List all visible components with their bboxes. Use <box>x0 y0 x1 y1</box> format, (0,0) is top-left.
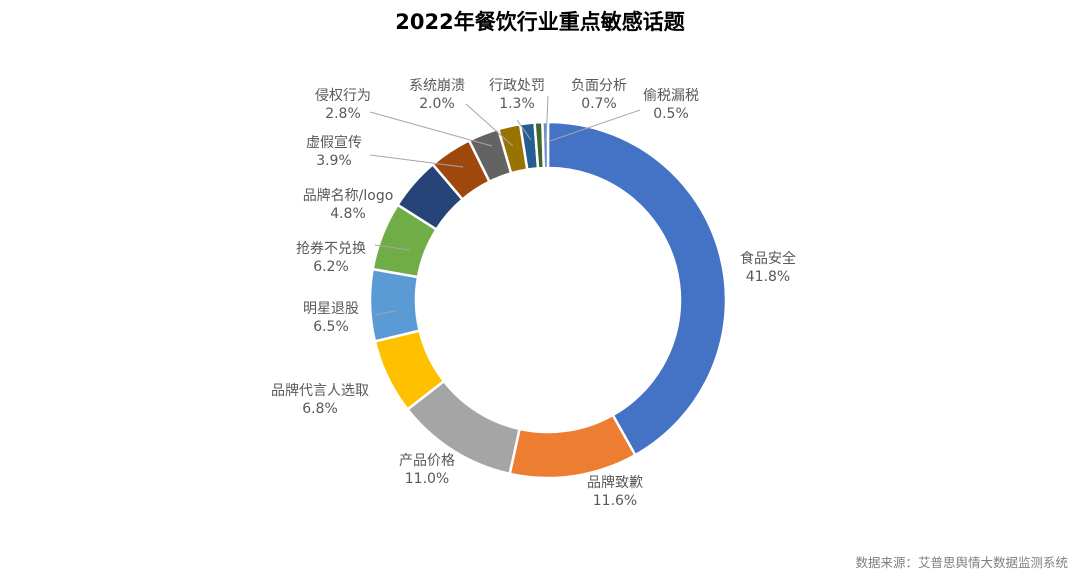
data-label: 侵权行为 2.8% <box>315 87 371 123</box>
data-label-name: 抢券不兑换 <box>296 241 366 257</box>
data-label-name: 行政处罚 <box>489 78 545 94</box>
data-label-name: 品牌代言人选取 <box>271 383 369 399</box>
data-label: 品牌代言人选取 6.8% <box>271 382 369 418</box>
data-label-value: 4.8% <box>330 206 366 222</box>
data-label-value: 6.5% <box>313 319 349 335</box>
data-label: 食品安全 41.8% <box>740 250 796 286</box>
data-label-value: 0.7% <box>581 96 617 112</box>
donut-slice-0 <box>546 120 728 457</box>
data-label-name: 虚假宣传 <box>306 135 362 151</box>
leader-line <box>369 111 493 147</box>
data-source: 数据来源：艾普思舆情大数据监测系统 <box>855 555 1068 570</box>
chart-title: 2022年餐饮行业重点敏感话题 <box>395 10 685 34</box>
data-label: 产品价格 11.0% <box>399 452 455 488</box>
data-label-value: 2.0% <box>419 96 455 112</box>
data-label: 抢券不兑换 6.2% <box>296 240 366 276</box>
leader-line <box>465 103 514 147</box>
data-label-value: 6.8% <box>302 401 338 417</box>
leader-line <box>545 95 549 143</box>
data-label-name: 明星退股 <box>303 301 359 317</box>
data-label: 明星退股 6.5% <box>303 300 359 336</box>
donut-slice-12 <box>541 120 550 170</box>
data-label-name: 偷税漏税 <box>643 88 699 104</box>
data-label-name: 产品价格 <box>399 453 455 469</box>
leader-lines <box>369 95 641 316</box>
leader-line <box>549 109 641 142</box>
leader-line <box>516 119 532 141</box>
data-label-name: 侵权行为 <box>315 88 371 104</box>
data-label-value: 11.0% <box>404 471 450 487</box>
data-label: 品牌致歉 11.6% <box>587 474 643 510</box>
leader-line <box>374 244 411 251</box>
donut-slice-4 <box>368 267 422 343</box>
data-label-value: 1.3% <box>499 96 535 112</box>
data-label-name: 负面分析 <box>571 78 627 94</box>
data-label: 虚假宣传 3.9% <box>306 134 362 170</box>
data-label-value: 41.8% <box>745 269 791 285</box>
data-label-value: 11.6% <box>592 493 638 509</box>
data-label: 负面分析 0.7% <box>571 77 627 113</box>
leader-line <box>374 310 396 316</box>
data-label-name: 食品安全 <box>740 251 796 267</box>
data-label-value: 0.5% <box>653 106 689 122</box>
data-label-name: 系统崩溃 <box>409 78 465 94</box>
data-label-value: 2.8% <box>325 106 361 122</box>
data-label: 系统崩溃 2.0% <box>409 77 465 113</box>
data-label-name: 品牌名称/logo <box>302 188 394 204</box>
data-label: 品牌名称/logo 4.8% <box>303 187 394 223</box>
data-label-value: 6.2% <box>313 259 349 275</box>
data-label: 行政处罚 1.3% <box>489 77 545 113</box>
data-label: 偷税漏税 0.5% <box>643 87 699 123</box>
leader-line <box>369 154 464 168</box>
data-label-name: 品牌致歉 <box>587 475 643 491</box>
data-label-value: 3.9% <box>316 153 352 169</box>
donut-slice-1 <box>508 413 638 480</box>
